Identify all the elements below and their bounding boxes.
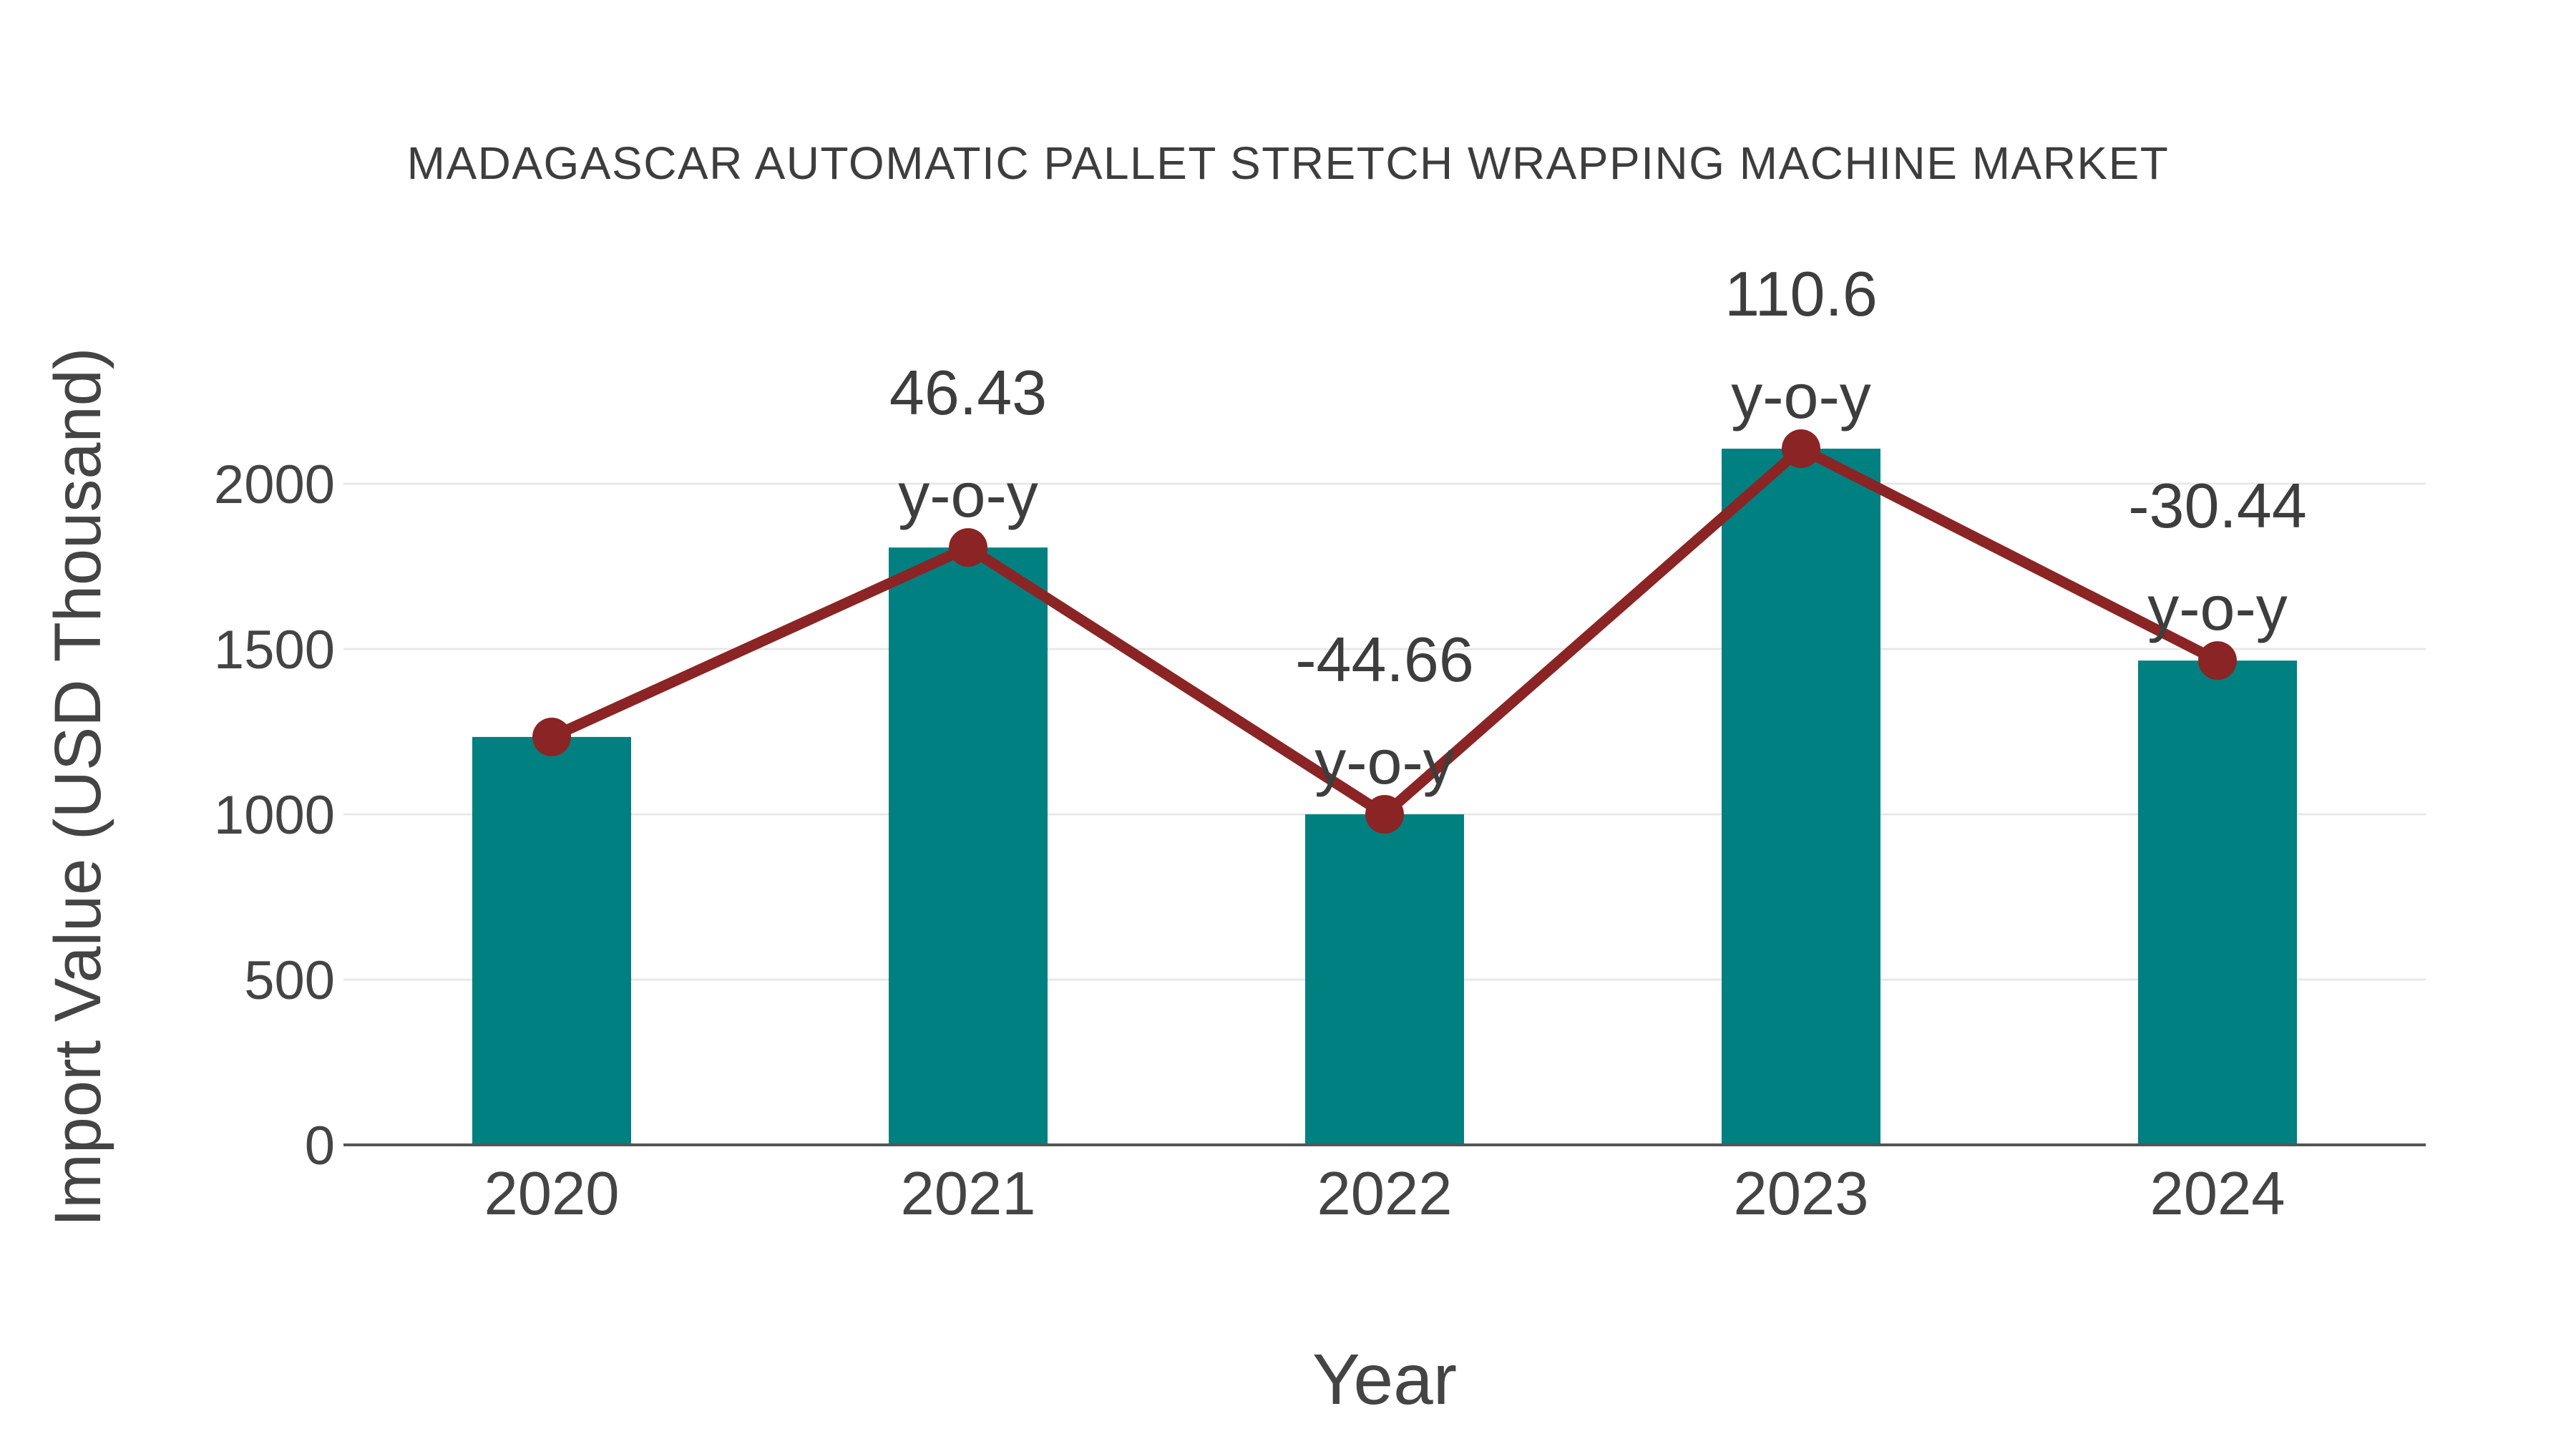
bar-2021: [889, 547, 1048, 1145]
x-tick-label: 2024: [2150, 1160, 2285, 1228]
annotation-value: 110.6: [1724, 258, 1878, 329]
bar-2023: [1722, 449, 1880, 1145]
bar-2020: [472, 736, 631, 1145]
trend-marker-2024: [2198, 641, 2237, 680]
annotation-yoy-label: y-o-y: [1731, 361, 1871, 431]
y-tick-label: 1000: [214, 785, 335, 846]
x-tick-label: 2022: [1317, 1160, 1452, 1228]
y-tick-label: 500: [244, 950, 335, 1011]
annotation-value: 46.43: [889, 357, 1047, 428]
bar-2024: [2138, 660, 2297, 1145]
x-axis-title: Year: [1312, 1340, 1457, 1420]
annotation-value: -30.44: [2128, 470, 2307, 541]
y-axis-title: Import Value (USD Thousand): [42, 348, 114, 1227]
annotation-yoy-label: y-o-y: [2147, 572, 2288, 643]
annotation-yoy-label: y-o-y: [1314, 726, 1455, 797]
trend-marker-2023: [1782, 429, 1820, 469]
x-tick-label: 2020: [484, 1160, 619, 1228]
y-tick-label: 1500: [214, 620, 335, 680]
y-tick-label: 0: [305, 1116, 335, 1176]
bar-2022: [1305, 814, 1464, 1145]
trend-marker-2022: [1365, 795, 1404, 834]
chart-title: MADAGASCAR AUTOMATIC PALLET STRETCH WRAP…: [407, 137, 2170, 189]
x-tick-label: 2021: [900, 1160, 1035, 1228]
x-tick-label: 2023: [1733, 1160, 1868, 1228]
plot-area: 0 500 1000 1500 2000 2020 2021 2022 2023 2024 46.4…: [214, 258, 2426, 1228]
trend-marker-2021: [949, 528, 987, 567]
annotation-value: -44.66: [1295, 624, 1474, 695]
trend-marker-2020: [532, 717, 571, 756]
y-tick-label: 2000: [214, 454, 335, 515]
annotation-yoy-label: y-o-y: [898, 459, 1038, 530]
